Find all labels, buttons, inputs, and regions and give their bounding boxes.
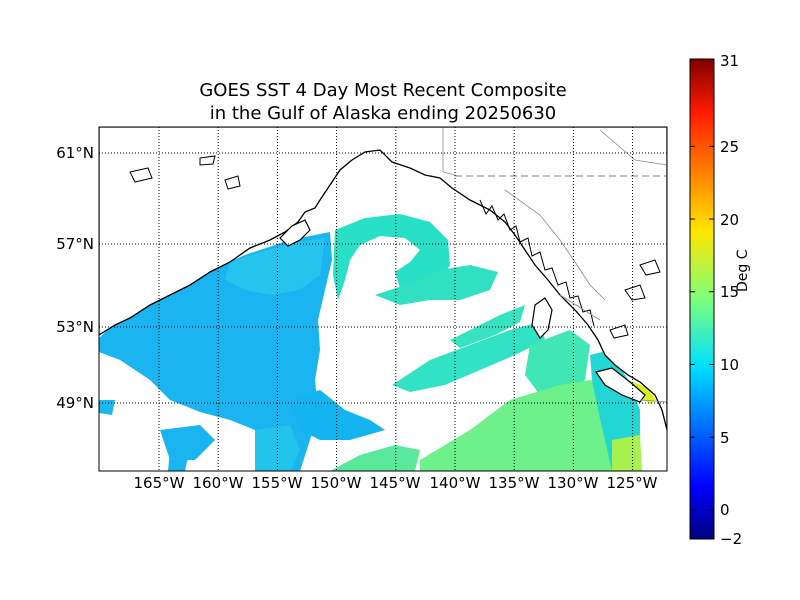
map-title-line-1: GOES SST 4 Day Most Recent Composite: [199, 80, 567, 101]
map-frame: [98, 126, 668, 472]
sst-region-band-3: [450, 305, 525, 348]
island-5: [624, 284, 646, 301]
sst-region-western-gulf-light: [225, 238, 325, 295]
lon-label-145w: 145°W: [369, 474, 421, 492]
sst-region-streak-3: [99, 400, 115, 415]
colorbar-label-10: 10: [720, 356, 740, 374]
lon-label-165w: 165°W: [133, 474, 185, 492]
se-alaska-fjords: [479, 199, 595, 327]
island-2: [199, 155, 216, 166]
haida-gwaii: [531, 297, 553, 339]
sst-region-band-2: [392, 322, 545, 392]
map-title-line-2: in the Gulf of Alaska ending 20250630: [209, 103, 557, 124]
island-6: [639, 259, 661, 276]
sst-region-central-band: [375, 265, 498, 305]
lon-label-135w: 135°W: [488, 474, 540, 492]
colorbar-unit-label: Deg C: [735, 249, 751, 292]
colorbar-label-0: 0: [720, 501, 730, 519]
sst-region-streak-1: [290, 390, 385, 440]
border-thin: [442, 127, 667, 403]
island-3: [224, 175, 241, 190]
colorbar-label-31: 31: [720, 52, 740, 70]
lon-label-160w: 160°W: [192, 474, 244, 492]
lat-label-53n: 53°N: [56, 318, 94, 336]
colorbar-label-5: 5: [720, 429, 730, 447]
lon-label-130w: 130°W: [547, 474, 599, 492]
land-layer: [99, 127, 667, 431]
lon-label-150w: 150°W: [310, 474, 362, 492]
lat-label-49n: 49°N: [56, 394, 94, 412]
colorbar-label-20: 20: [720, 211, 740, 229]
colorbar-label-15: 15: [720, 283, 740, 301]
colorbar-label-25: 25: [720, 138, 740, 156]
lat-label-61n: 61°N: [56, 144, 94, 162]
lon-label-125w: 125°W: [606, 474, 658, 492]
graticule: [99, 127, 667, 471]
sst-region-vancouver-warm: [612, 435, 642, 471]
colorbar-label-minus2: −2: [720, 530, 743, 548]
island-1: [129, 167, 153, 183]
alaska-mainland: [99, 127, 667, 431]
sst-region-southern-warm-2: [330, 445, 420, 471]
lon-label-140w: 140°W: [429, 474, 481, 492]
sst-region-streak-4: [168, 448, 190, 471]
colorbar-ticks: [690, 58, 714, 540]
kodiak-island: [279, 219, 311, 247]
island-4: [609, 324, 629, 339]
colorbar: [689, 58, 715, 540]
lon-label-155w: 155°W: [251, 474, 303, 492]
lat-label-57n: 57°N: [56, 235, 94, 253]
vancouver-island: [595, 367, 646, 403]
